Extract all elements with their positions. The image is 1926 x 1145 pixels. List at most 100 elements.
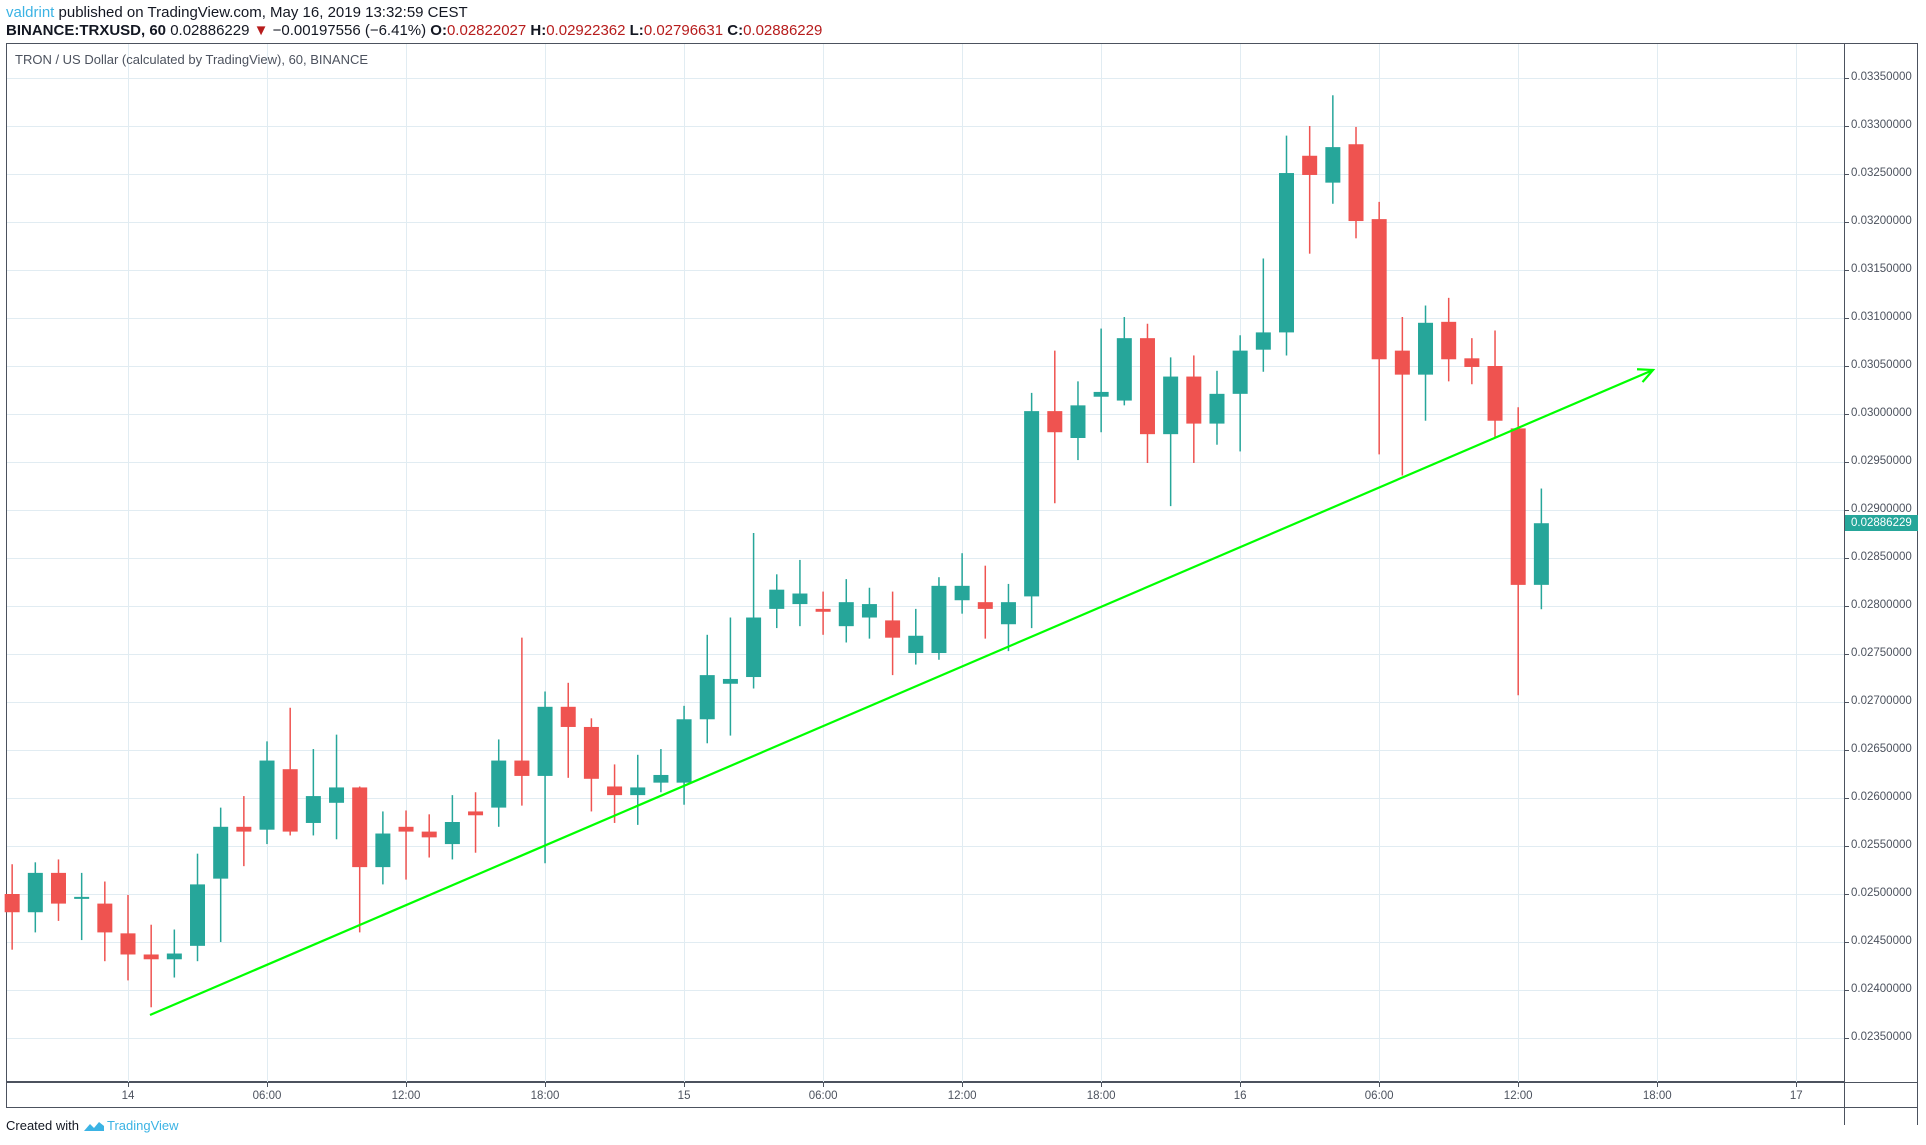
price-tick-label: 0.03250000 [1851,167,1912,179]
price-tick-label: 0.02850000 [1851,551,1912,563]
time-tick-label: 14 [121,1090,135,1102]
candle [329,734,345,840]
candle [792,559,808,627]
price-tick-label: 0.02600000 [1851,791,1912,803]
footer: Created with TradingView [6,1118,179,1133]
published-text: published on TradingView.com, May 16, 20… [54,4,468,21]
candle [1464,338,1480,385]
price-tick-label: 0.02750000 [1851,647,1912,659]
candle [213,807,229,942]
candle [653,749,669,793]
candle [1255,258,1271,372]
price-tick-label: 0.03350000 [1851,71,1912,83]
candle [1000,583,1016,652]
time-tick-label: 06:00 [808,1090,838,1102]
candle [398,810,414,880]
candle [143,924,159,1008]
author-link[interactable]: valdrint [6,4,55,21]
candle [120,894,136,981]
high-label: H: [530,22,547,39]
price-tick-label: 0.02700000 [1851,695,1912,707]
price-tick-label: 0.02350000 [1851,1031,1912,1043]
price-tick-label: 0.02550000 [1851,839,1912,851]
price-change: −0.00197556 (−6.41%) [272,22,427,39]
candle [74,872,90,941]
time-axis-left-border [6,1082,7,1108]
candle [282,707,298,836]
time-tick-label: 12:00 [947,1090,977,1102]
trendline-arrow[interactable] [149,368,1656,1017]
candle [1441,297,1457,382]
price-tick-label: 0.03050000 [1851,359,1912,371]
candle [1533,488,1549,610]
low-value: 0.02796631 [643,22,724,39]
candle [1418,305,1434,421]
created-with-text: Created with [6,1118,79,1133]
price-tick-label: 0.03150000 [1851,263,1912,275]
candle [190,853,206,962]
candle [954,553,970,614]
time-axis[interactable] [6,1082,1918,1083]
candle [1348,126,1364,239]
candle [630,754,646,825]
candle [491,739,507,827]
price-tick-label: 0.02900000 [1851,503,1912,515]
candle [97,881,113,962]
price-tick-label: 0.03200000 [1851,215,1912,227]
candle [1070,381,1086,461]
time-axis-border [6,1107,1918,1108]
time-tick-label: 06:00 [252,1090,282,1102]
tradingview-link[interactable]: TradingView [106,1118,179,1133]
open-label: O: [430,22,447,39]
candle [421,814,437,858]
tradingview-logo-icon [83,1121,104,1131]
ohlc-legend: BINANCE:TRXUSD, 60 0.02886229 ▼ −0.00197… [6,22,822,40]
candle [259,741,275,845]
down-arrow-icon: ▼ [253,22,269,39]
candle [861,587,877,639]
time-tick-label: 18:00 [1086,1090,1116,1102]
open-value: 0.02822027 [446,22,527,39]
candle [1209,370,1225,445]
candle [1093,328,1109,433]
candle [607,764,623,823]
candle [166,929,182,978]
time-tick-label: 18:00 [1642,1090,1672,1102]
candle [1232,335,1248,452]
price-tick-label: 0.03300000 [1851,119,1912,131]
candle [537,691,553,864]
high-value: 0.02922362 [546,22,626,39]
candle [514,637,530,806]
candle [352,786,368,933]
candle [1047,350,1063,504]
publish-info: valdrint published on TradingView.com, M… [6,4,468,22]
time-tick-label: 06:00 [1364,1090,1394,1102]
price-axis[interactable] [1844,43,1918,1125]
candle [1279,135,1294,356]
chart-pane[interactable] [6,43,1844,1082]
candle [444,795,460,860]
time-tick-label: 15 [677,1090,691,1102]
candle [4,864,20,950]
candle [746,533,762,689]
candle [468,792,484,853]
chart-title: TRON / US Dollar (calculated by TradingV… [15,52,369,67]
candle [1371,201,1387,455]
candle [931,577,947,660]
candle [1186,355,1202,463]
price-tick-label: 0.03100000 [1851,311,1912,323]
price-tick-label: 0.02800000 [1851,599,1912,611]
candle [1302,126,1318,254]
time-tick-label: 18:00 [530,1090,560,1102]
close-value: 0.02886229 [743,22,823,39]
price-tick-label: 0.03000000 [1851,407,1912,419]
low-label: L: [629,22,644,39]
last-price-label: 0.02886229 [1845,515,1918,532]
price-tick-label: 0.02650000 [1851,743,1912,755]
time-tick-label: 17 [1789,1090,1803,1102]
candle [676,705,692,805]
candle [1394,317,1410,476]
candle [908,608,924,665]
candle [815,591,831,635]
